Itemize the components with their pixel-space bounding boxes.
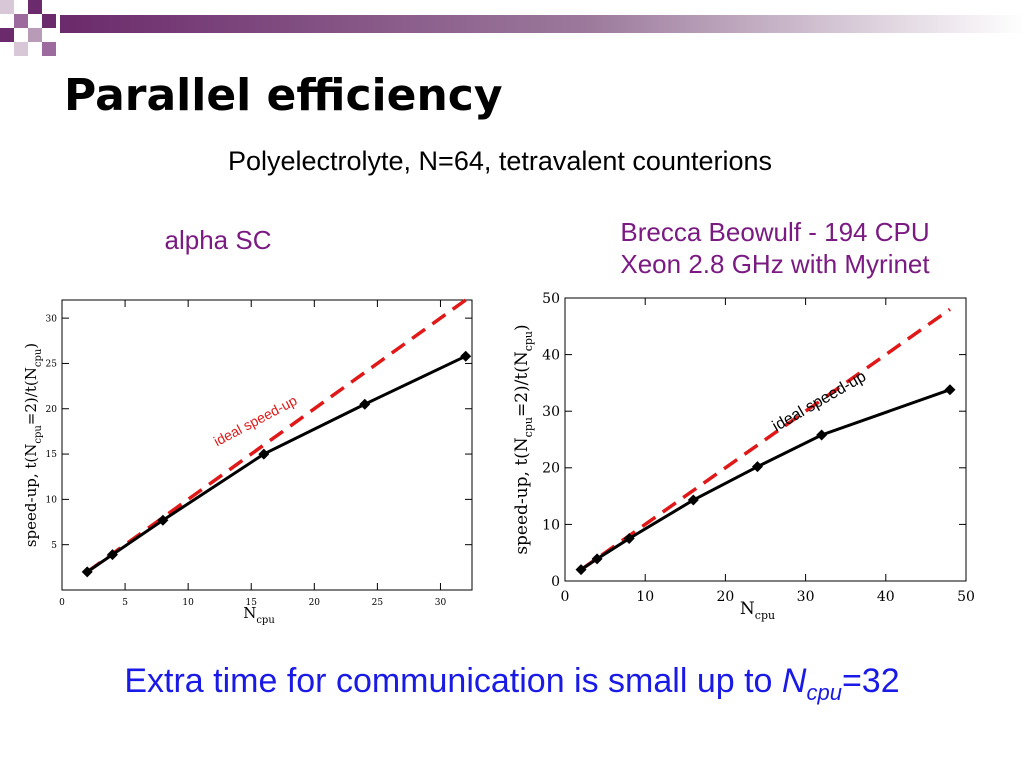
x-tick-label: 25 xyxy=(372,598,384,608)
data-point xyxy=(575,564,587,576)
deco-square xyxy=(42,42,56,56)
x-tick-label: 5 xyxy=(122,598,128,608)
x-tick-label: 10 xyxy=(636,589,654,605)
y-tick-label: 25 xyxy=(46,360,58,370)
x-tick-label: 0 xyxy=(561,589,570,605)
header-decoration xyxy=(0,0,1024,56)
x-axis-label: Ncpu xyxy=(740,599,775,622)
x-tick-label: 0 xyxy=(59,598,65,608)
y-tick-label: 0 xyxy=(551,574,560,590)
measured-speedup-line xyxy=(86,354,467,574)
y-axis-label: speed-up, t(Ncpu=2)/t(Ncpu) xyxy=(512,324,535,554)
data-point xyxy=(157,514,169,526)
y-axis-label: speed-up, t(Ncpu=2)/t(Ncpu) xyxy=(22,343,44,547)
ideal-speedup-annotation: ideal speed-up xyxy=(211,392,300,449)
data-point xyxy=(460,350,472,362)
deco-square xyxy=(28,0,42,14)
data-point xyxy=(623,533,635,545)
x-tick-label: 40 xyxy=(877,589,895,605)
y-tick-label: 40 xyxy=(542,348,560,364)
data-point xyxy=(81,566,93,578)
deco-square xyxy=(42,14,56,28)
data-point xyxy=(944,384,956,396)
x-tick-label: 20 xyxy=(716,589,734,605)
x-tick-label: 30 xyxy=(435,598,447,608)
ideal-speedup-line xyxy=(580,307,951,572)
chart-2-speedup-brecca: 0 10 20 30 40 50 0 10 20 30 40 50 ideal speed-up Ncpu… xyxy=(512,291,975,622)
chart-2-title-line-1: Brecca Beowulf - 194 CPU xyxy=(620,217,930,247)
footer-rest: =32 xyxy=(841,662,900,700)
footer-var: N xyxy=(781,662,807,700)
y-tick-label: 20 xyxy=(542,461,560,477)
plot-frame xyxy=(564,297,967,582)
x-tick-label: 50 xyxy=(957,589,975,605)
deco-square xyxy=(0,0,14,14)
y-tick-label: 50 xyxy=(542,291,560,307)
chart-2-title: Brecca Beowulf - 194 CPU Xeon 2.8 GHz wi… xyxy=(540,216,1010,280)
chart-1-title: alpha SC xyxy=(164,225,272,255)
header-bar xyxy=(60,15,1024,33)
data-point xyxy=(359,398,371,410)
deco-square xyxy=(14,14,28,28)
deco-square xyxy=(28,28,42,42)
y-tick-label: 5 xyxy=(51,541,57,551)
ideal-speedup-annotation: ideal speed-up xyxy=(770,368,869,435)
deco-square xyxy=(14,42,28,56)
data-point xyxy=(106,549,118,561)
chart-2-title-line-2: Xeon 2.8 GHz with Myrinet xyxy=(620,249,930,279)
data-point xyxy=(816,429,828,441)
ideal-speedup-line xyxy=(86,294,474,574)
measured-speedup-line xyxy=(580,388,951,571)
y-tick-label: 10 xyxy=(542,517,560,533)
y-tick-label: 10 xyxy=(46,496,58,506)
x-tick-label: 15 xyxy=(246,598,258,608)
x-axis-label: Ncpu xyxy=(243,604,275,626)
y-tick-label: 30 xyxy=(46,314,58,324)
footer-text: Extra time for communication is small up… xyxy=(124,662,782,700)
data-point xyxy=(687,494,699,506)
x-tick-label: 10 xyxy=(182,598,194,608)
data-point xyxy=(258,448,270,460)
y-tick-label: 20 xyxy=(46,405,58,415)
plot-frame xyxy=(61,299,473,591)
data-point xyxy=(591,553,603,565)
footer-note: Extra time for communication is small up… xyxy=(0,662,1024,706)
x-tick-label: 30 xyxy=(797,589,815,605)
slide-title: Parallel efficiency xyxy=(64,70,503,121)
chart-1-speedup-alpha-sc: 0 5 10 15 20 25 30 5 10 15 20 25 30 ideal speed-up Ncp… xyxy=(22,294,474,626)
footer-var-sub: cpu xyxy=(806,679,842,705)
slide-subtitle: Polyelectrolyte, N=64, tetravalent count… xyxy=(227,146,773,176)
deco-square xyxy=(0,28,14,42)
x-tick-label: 20 xyxy=(309,598,321,608)
y-tick-label: 30 xyxy=(542,404,560,420)
y-tick-label: 15 xyxy=(46,450,58,460)
data-point xyxy=(751,461,763,473)
